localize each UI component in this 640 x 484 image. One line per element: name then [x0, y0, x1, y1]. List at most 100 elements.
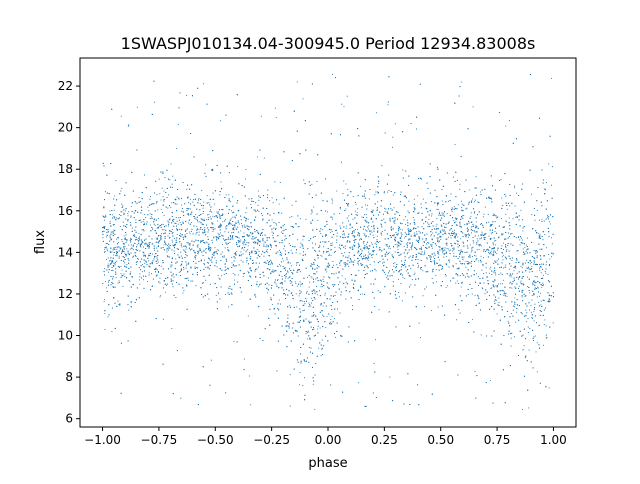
- data-point: [161, 211, 164, 214]
- data-point: [142, 242, 144, 244]
- data-point: [121, 239, 123, 241]
- data-point: [458, 256, 461, 258]
- data-point: [298, 295, 300, 297]
- data-point: [459, 238, 462, 240]
- data-point: [108, 265, 110, 267]
- data-point: [461, 217, 463, 219]
- data-point: [434, 254, 436, 256]
- data-point: [182, 221, 184, 223]
- data-point: [263, 255, 265, 257]
- data-point: [334, 246, 336, 248]
- data-point: [336, 232, 338, 234]
- data-point: [528, 407, 530, 409]
- data-point: [228, 287, 230, 289]
- data-point: [490, 198, 493, 200]
- data-point: [513, 336, 515, 338]
- data-point: [181, 210, 183, 212]
- data-point: [524, 295, 526, 297]
- data-point: [105, 236, 107, 238]
- data-point: [399, 254, 401, 256]
- chart-title: 1SWASPJ010134.04-300945.0 Period 12934.8…: [121, 34, 536, 53]
- data-point: [426, 258, 428, 260]
- data-point: [527, 326, 529, 328]
- data-point: [115, 277, 117, 279]
- data-point: [141, 242, 143, 244]
- data-point: [172, 175, 174, 177]
- data-point: [240, 219, 242, 221]
- data-point: [220, 181, 222, 183]
- data-point: [545, 325, 547, 327]
- data-point: [343, 106, 345, 108]
- data-point: [466, 207, 468, 209]
- data-point: [368, 251, 370, 253]
- data-point: [305, 333, 307, 335]
- data-point: [435, 225, 437, 227]
- data-point: [457, 274, 459, 276]
- data-point: [505, 247, 507, 249]
- data-point: [127, 215, 129, 217]
- data-point: [148, 272, 150, 274]
- data-point: [224, 240, 226, 242]
- data-point: [322, 246, 325, 248]
- data-point: [281, 258, 284, 260]
- data-point: [503, 267, 505, 269]
- data-point: [294, 223, 296, 225]
- data-point: [381, 165, 383, 167]
- data-point: [400, 282, 402, 284]
- data-point: [324, 292, 326, 294]
- data-point: [437, 208, 439, 210]
- data-point: [296, 81, 298, 83]
- data-point: [123, 238, 126, 240]
- data-point: [368, 198, 370, 200]
- data-point: [228, 221, 230, 223]
- data-point: [172, 241, 174, 243]
- data-point: [126, 264, 128, 266]
- data-point: [128, 211, 130, 213]
- data-point: [182, 211, 184, 213]
- data-point: [536, 371, 538, 373]
- data-point: [270, 225, 272, 227]
- data-point: [335, 272, 337, 274]
- data-point: [132, 249, 134, 251]
- data-point: [488, 272, 490, 274]
- data-point: [208, 298, 210, 300]
- data-point: [171, 202, 173, 204]
- data-point: [365, 264, 367, 266]
- data-point: [294, 281, 296, 283]
- data-point: [331, 242, 333, 244]
- data-point: [216, 266, 218, 268]
- data-point: [521, 296, 523, 298]
- data-point: [232, 265, 234, 267]
- data-point: [179, 221, 181, 223]
- data-point: [267, 189, 269, 191]
- data-point: [427, 222, 429, 224]
- data-point: [214, 203, 216, 205]
- data-point: [354, 229, 356, 231]
- data-point: [122, 221, 124, 223]
- data-point: [121, 203, 123, 205]
- data-point: [436, 218, 438, 220]
- data-point: [115, 180, 117, 182]
- data-point: [453, 231, 455, 233]
- data-point: [189, 198, 191, 200]
- data-point: [172, 286, 174, 288]
- data-point: [303, 301, 305, 303]
- data-point: [122, 248, 124, 250]
- data-point: [513, 270, 515, 272]
- data-point: [143, 222, 145, 224]
- data-point: [446, 247, 448, 250]
- data-point: [464, 276, 467, 278]
- data-point: [529, 328, 531, 330]
- data-point: [210, 359, 212, 361]
- data-point: [430, 215, 433, 217]
- data-point: [290, 282, 292, 284]
- data-point: [130, 244, 132, 246]
- data-point: [510, 312, 513, 315]
- data-point: [116, 260, 118, 262]
- data-point: [551, 166, 553, 168]
- data-point: [498, 274, 500, 276]
- data-point: [352, 305, 354, 307]
- data-point: [297, 226, 299, 228]
- data-point: [518, 285, 520, 287]
- data-point: [327, 264, 329, 266]
